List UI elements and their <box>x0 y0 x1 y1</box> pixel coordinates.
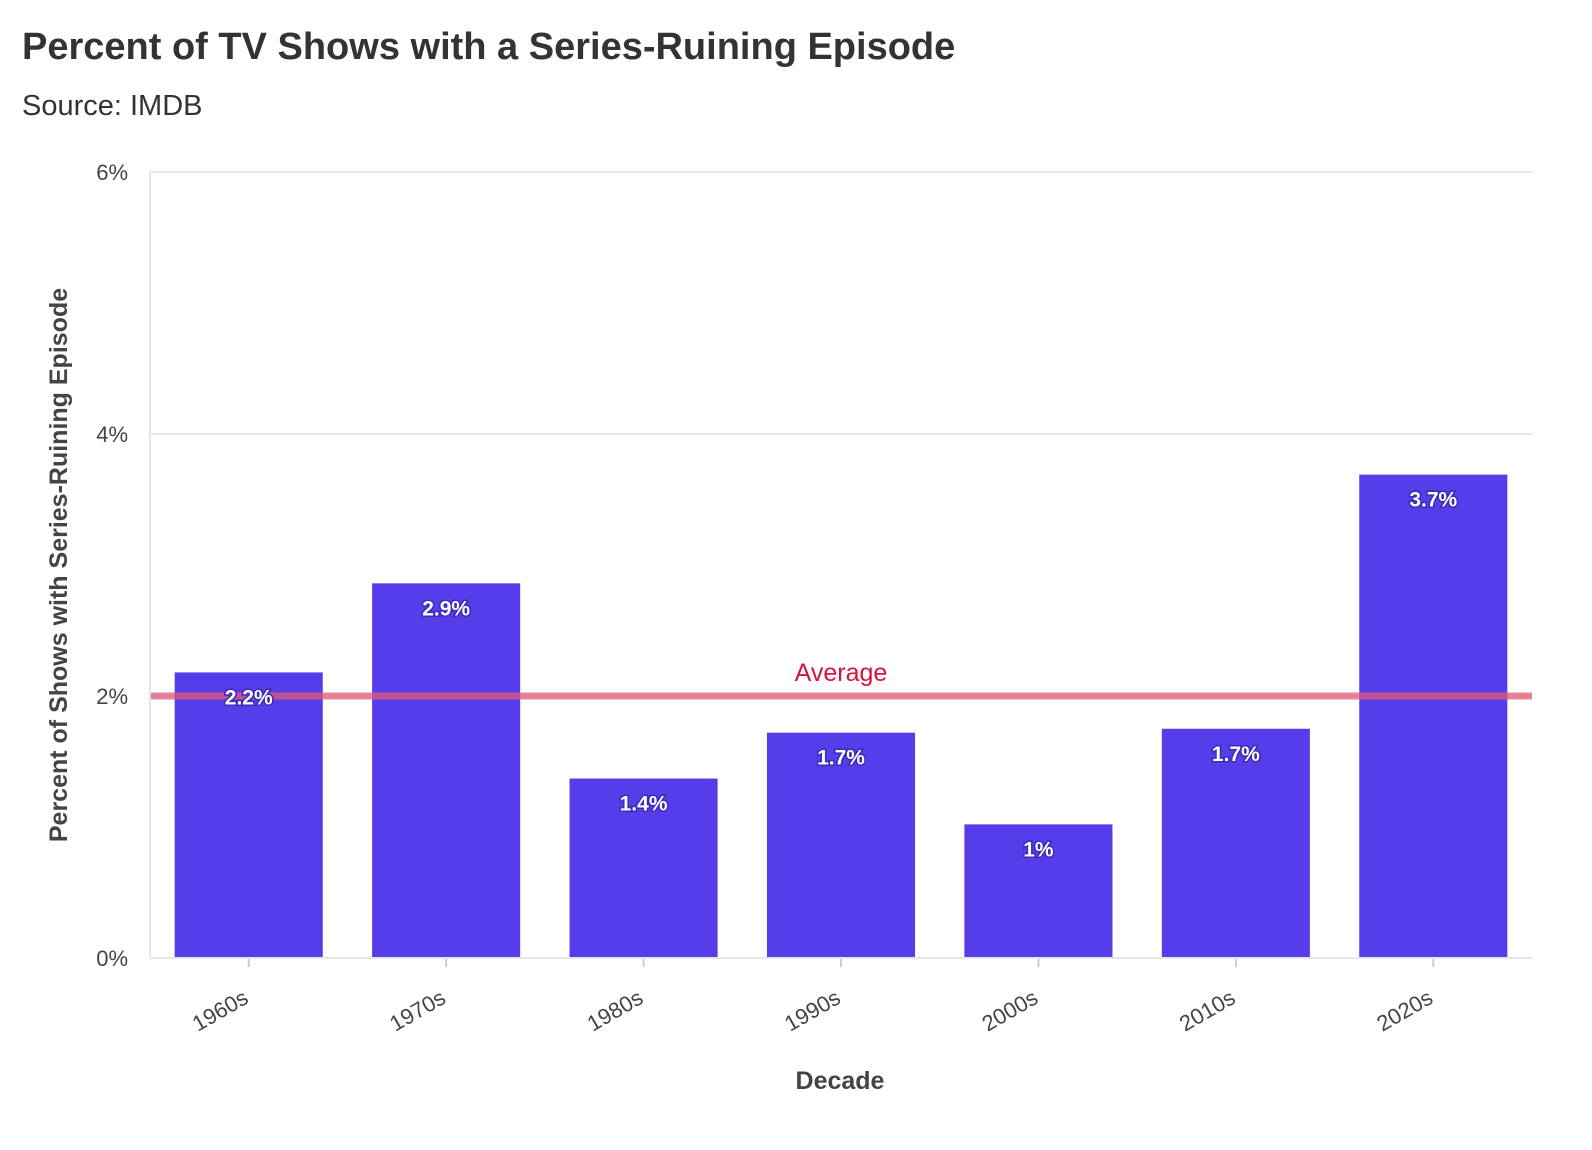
x-tick-label: 1980s <box>583 985 647 1037</box>
bar-value-label: 2.2% <box>225 686 273 709</box>
chart-title: Percent of TV Shows with a Series-Ruinin… <box>22 26 956 68</box>
bar <box>1359 474 1508 958</box>
x-tick-label: 1970s <box>385 985 449 1037</box>
x-tick-label: 2020s <box>1372 985 1436 1037</box>
bar-value-label: 1.7% <box>1212 743 1260 766</box>
x-axis-title: Decade <box>796 1067 885 1095</box>
bar-value-label: 1% <box>1023 838 1054 861</box>
x-tick-label: 2000s <box>978 985 1042 1037</box>
bar-value-label: 2.9% <box>422 597 470 620</box>
average-reference: Average <box>150 659 1532 700</box>
average-label: Average <box>795 659 888 687</box>
x-tick-label: 2010s <box>1175 985 1239 1037</box>
bar <box>766 732 916 958</box>
y-axis-title: Percent of Shows with Series-Ruining Epi… <box>45 288 73 842</box>
bar <box>174 672 323 958</box>
x-tick-label: 1990s <box>780 985 844 1037</box>
bar-value-label: 1.4% <box>620 793 668 816</box>
bar <box>569 778 718 958</box>
bars <box>174 474 1508 958</box>
bar-value-label: 1.7% <box>817 747 865 770</box>
bar <box>372 583 521 958</box>
bar-value-label: 3.7% <box>1409 489 1457 512</box>
chart-subtitle: Source: IMDB <box>22 90 203 122</box>
x-tick-label: 1960s <box>188 985 252 1037</box>
bar <box>964 824 1113 958</box>
y-tick-label: 4% <box>96 422 128 447</box>
y-tick-label: 0% <box>96 946 128 971</box>
bar-labels: 2.2% 2.9% 1.4% 1.7% 1% 1.7% 3.7% <box>223 487 1459 863</box>
y-tick-label: 6% <box>96 160 128 185</box>
y-tick-label: 2% <box>96 684 128 709</box>
bar <box>1161 728 1310 958</box>
